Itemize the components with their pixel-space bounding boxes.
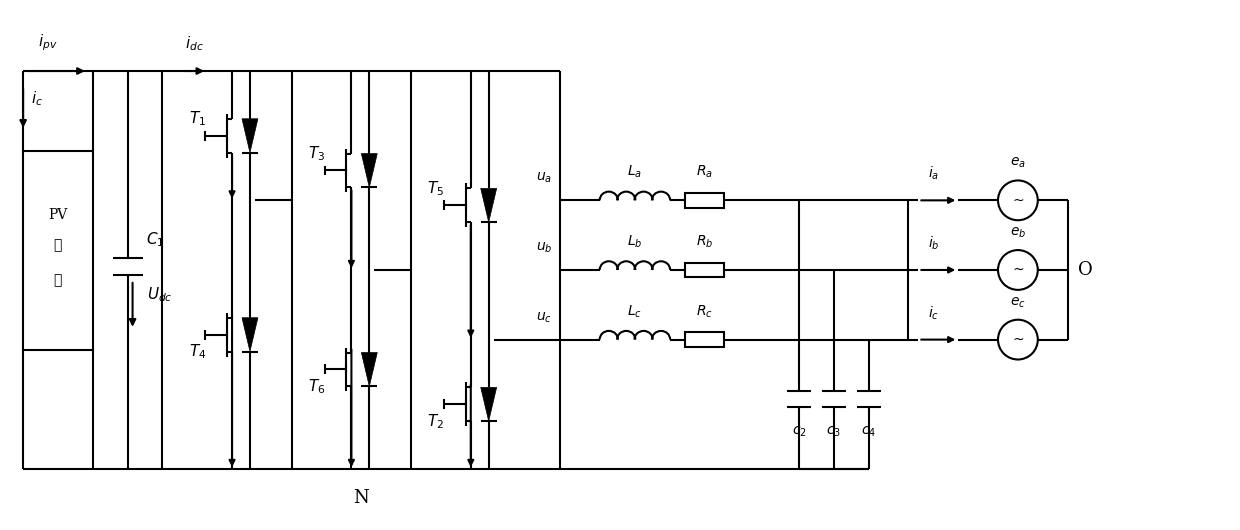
Text: $T_6$: $T_6$ [308,377,325,396]
Text: $i_{dc}$: $i_{dc}$ [185,34,203,53]
Bar [684,332,724,347]
Bar [24,151,93,350]
Text: $i_c$: $i_c$ [928,304,939,322]
Text: $T_3$: $T_3$ [308,144,325,163]
Polygon shape [361,154,377,188]
Text: $U_{dc}$: $U_{dc}$ [148,286,174,304]
Text: $u_a$: $u_a$ [536,171,552,185]
Text: $R_b$: $R_b$ [696,234,713,250]
Polygon shape [361,352,377,386]
Bar [684,193,724,208]
Text: $e_a$: $e_a$ [1009,156,1025,171]
Text: $i_a$: $i_a$ [928,165,939,182]
Polygon shape [481,387,497,421]
Text: $L_c$: $L_c$ [627,303,642,320]
Text: $T_1$: $T_1$ [188,109,206,128]
Text: ~: ~ [1012,193,1024,207]
Text: $c_4$: $c_4$ [861,424,877,438]
Text: ~: ~ [1012,333,1024,347]
Text: N: N [353,489,370,507]
Text: 阵: 阵 [53,238,62,252]
Text: $e_b$: $e_b$ [1009,226,1025,240]
Polygon shape [481,188,497,222]
Text: $u_b$: $u_b$ [536,241,552,255]
Text: $c_2$: $c_2$ [791,424,806,438]
Text: $R_a$: $R_a$ [696,164,713,180]
Text: $i_c$: $i_c$ [31,89,43,108]
Text: $i_b$: $i_b$ [928,235,939,252]
Polygon shape [242,317,258,351]
Text: $T_4$: $T_4$ [188,342,206,361]
Text: $R_c$: $R_c$ [696,303,713,320]
Text: $u_c$: $u_c$ [537,310,552,325]
Text: $i_{pv}$: $i_{pv}$ [38,32,58,53]
Text: $T_5$: $T_5$ [428,179,444,198]
Bar [684,262,724,277]
Text: PV: PV [48,208,68,222]
Text: $L_b$: $L_b$ [627,234,642,250]
Text: $e_c$: $e_c$ [1011,295,1025,310]
Text: $C_1$: $C_1$ [145,231,164,250]
Text: $L_a$: $L_a$ [627,164,642,180]
Polygon shape [242,119,258,153]
Text: ~: ~ [1012,263,1024,277]
Text: O: O [1078,261,1092,279]
Text: 列: 列 [53,273,62,287]
Text: $c_3$: $c_3$ [826,424,842,438]
Text: $T_2$: $T_2$ [428,412,444,430]
